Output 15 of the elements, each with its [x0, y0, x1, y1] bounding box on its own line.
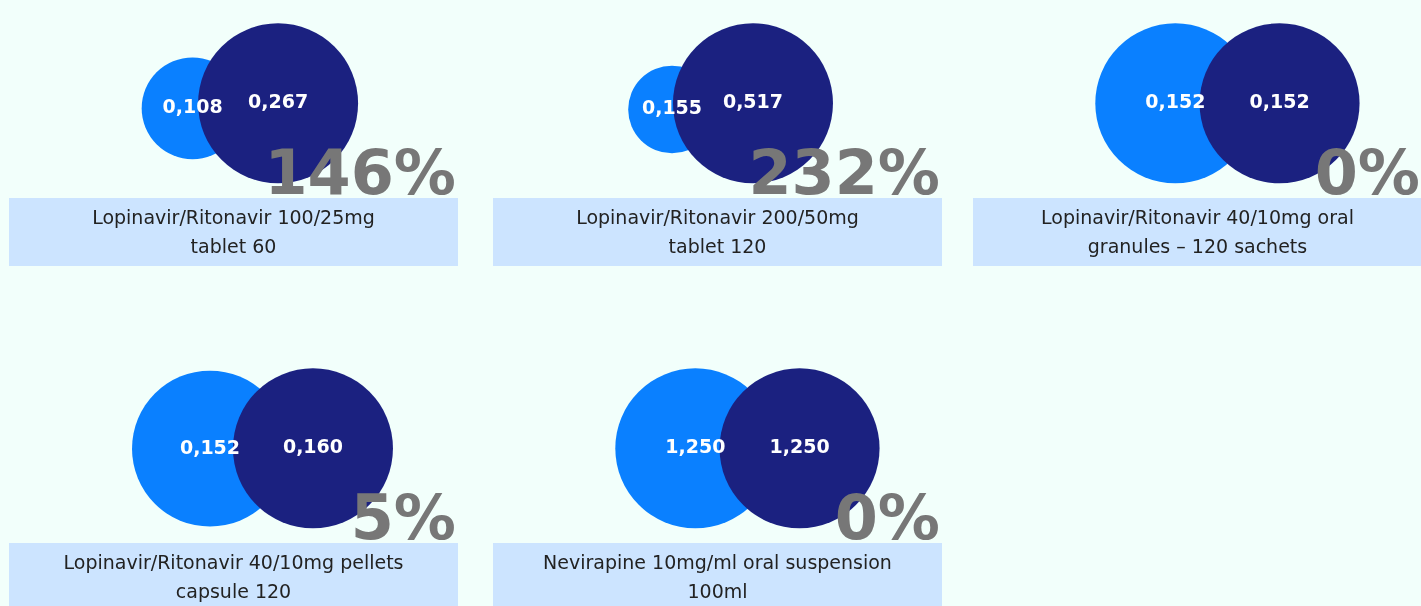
data-label: 1,250: [665, 435, 726, 458]
data-label: 1,250: [769, 435, 830, 458]
data-label: 0,152: [1145, 90, 1206, 113]
data-label: 0,160: [282, 435, 344, 458]
data-label: 0,108: [162, 95, 223, 118]
data-label: 0,152: [1249, 90, 1310, 113]
data-label: 0,155: [641, 96, 703, 119]
text: Nevirapine 10mg/ml oral suspension 100ml: [493, 543, 942, 606]
data-label: 0,267: [248, 90, 309, 113]
text: Lopinavir/Ritonavir 100/25mg tablet 60: [9, 198, 458, 266]
text: Lopinavir/Ritonavir 40/10mg oral granules – 120 sachets: [973, 198, 1421, 266]
data-label: 0,152: [179, 435, 241, 458]
data-label: 0,517: [722, 90, 784, 113]
text: Lopinavir/Ritonavir 200/50mg tablet 120: [493, 198, 942, 266]
text: Lopinavir/Ritonavir 40/10mg pellets capsule 120: [9, 543, 458, 606]
